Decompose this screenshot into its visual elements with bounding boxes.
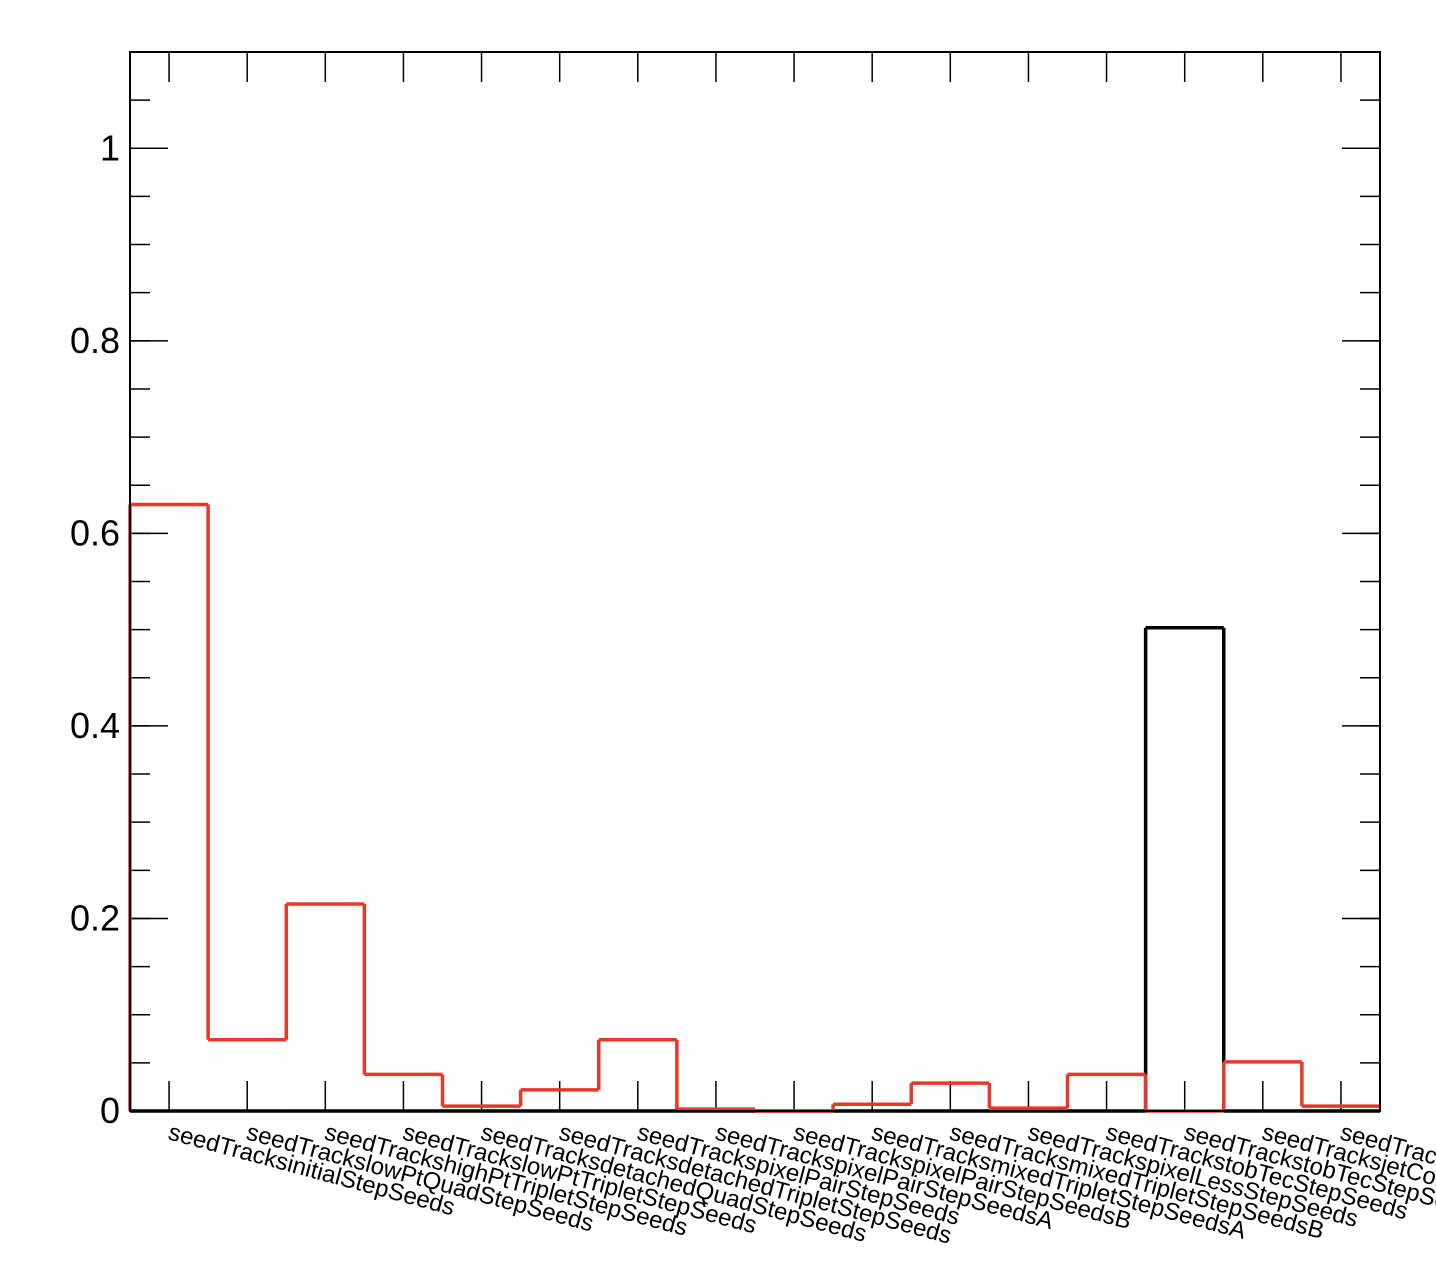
y-tick-label: 0.8 — [70, 320, 120, 361]
histogram-series — [128, 502, 1380, 1113]
y-tick-label: 0.2 — [70, 897, 120, 938]
y-tick-label: 0.6 — [70, 512, 120, 553]
y-tick-label: 1 — [100, 127, 120, 168]
y-tick-label: 0 — [100, 1090, 120, 1131]
plot-frame — [129, 51, 1381, 1112]
histogram-series — [130, 625, 1380, 1113]
y-tick-label: 0.4 — [70, 705, 120, 746]
